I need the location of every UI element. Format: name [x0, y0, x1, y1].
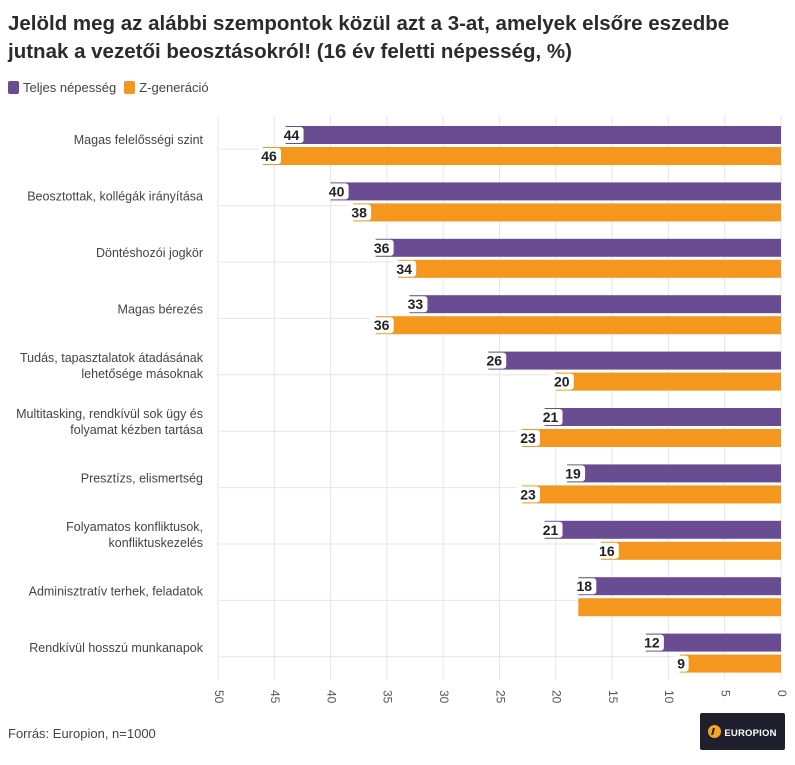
europion-logo-icon: [708, 725, 722, 738]
legend-swatch-zgen: [124, 81, 136, 94]
data-label-zgen: 38: [351, 204, 367, 220]
data-label-teljes: 40: [329, 183, 345, 199]
bar-teljes: [645, 633, 781, 652]
bar-zgen: [375, 316, 781, 335]
x-tick-label: 20: [550, 690, 564, 704]
data-label-zgen: 34: [396, 261, 412, 277]
data-label-teljes: 21: [543, 409, 559, 425]
data-label-zgen: 23: [520, 486, 536, 502]
category-label: Presztízs, elismertség: [81, 472, 203, 486]
data-label-bg: [403, 296, 428, 313]
chart-title: Jelöld meg az alábbi szempontok közül az…: [8, 12, 730, 63]
bar-zgen: [522, 485, 781, 504]
data-label-bg: [257, 148, 282, 164]
category-label: Tudás, tapasztalatok átadásának: [20, 351, 204, 365]
data-label-bg: [639, 634, 664, 651]
data-label-bg: [392, 260, 417, 277]
bar-teljes: [409, 295, 781, 314]
data-label-zgen: 16: [599, 543, 615, 559]
data-label-bg: [369, 317, 394, 334]
legend: Teljes népesség Z-generáció: [8, 80, 217, 95]
data-label-bg: [482, 352, 507, 369]
category-label: Adminisztratív terhek, feladatok: [29, 584, 204, 598]
data-label-bg: [279, 127, 304, 143]
x-tick-label: 35: [381, 690, 395, 704]
data-label-zgen: 23: [520, 430, 536, 446]
data-label-teljes: 36: [374, 240, 390, 256]
x-tick-label: 45: [268, 690, 282, 704]
bar-teljes: [285, 126, 781, 144]
category-label: Rendkívül hosszú munkanapok: [29, 641, 203, 655]
data-label-bg: [538, 521, 563, 538]
data-label-bg: [369, 239, 394, 256]
data-label-bg: [572, 578, 597, 595]
bar-teljes: [375, 238, 781, 257]
data-label-bg: [549, 373, 574, 390]
data-label-bg: [324, 183, 349, 200]
data-label-teljes: 12: [644, 635, 660, 651]
bar-zgen: [679, 654, 781, 673]
x-tick-label: 30: [437, 690, 451, 704]
x-tick-label: 10: [662, 690, 676, 704]
bar-zgen: [578, 598, 781, 617]
data-label-zgen: 36: [374, 317, 390, 333]
bar-zgen: [263, 147, 781, 165]
category-label: Magas felelősségi szint: [74, 133, 204, 147]
data-label-teljes: 18: [577, 578, 593, 594]
x-tick-label: 40: [324, 690, 338, 704]
bar-teljes: [567, 464, 781, 483]
legend-swatch-teljes: [8, 81, 19, 94]
legend-item-zgen[interactable]: Z-generáció: [124, 80, 209, 95]
x-tick-label: 15: [606, 690, 620, 704]
data-label-bg: [516, 486, 541, 503]
bar-zgen: [555, 372, 781, 391]
category-label: Magas bérezés: [118, 302, 203, 316]
x-tick-label: 25: [493, 690, 507, 704]
data-label-teljes: 26: [486, 353, 502, 369]
bar-teljes: [544, 520, 781, 539]
data-label-bg: [347, 204, 372, 221]
category-label: folyamat kézben tartása: [70, 423, 203, 437]
category-label: lehetősége másoknak: [81, 367, 203, 381]
data-label-zgen: 46: [261, 148, 277, 164]
source-note: Forrás: Europion, n=1000: [8, 726, 156, 741]
category-label: Multitasking, rendkívül sok ügy és: [16, 407, 203, 421]
bar-teljes: [578, 577, 781, 596]
category-label: konfliktuskezelés: [109, 536, 204, 550]
europion-logo[interactable]: EUROPION: [700, 713, 785, 750]
bar-teljes: [544, 408, 781, 426]
data-label-bg: [538, 409, 563, 425]
bar-teljes: [330, 182, 781, 201]
bar-zgen: [522, 429, 781, 447]
data-label-teljes: 33: [408, 296, 424, 312]
legend-label-teljes: Teljes népesség: [23, 80, 117, 95]
bar-zgen: [600, 541, 781, 560]
bar-zgen: [353, 203, 781, 222]
logo-text: EUROPION: [724, 727, 777, 739]
data-label-zgen: 9: [677, 656, 685, 672]
data-label-bg: [516, 430, 541, 446]
data-label-zgen: 20: [554, 374, 570, 390]
legend-item-teljes[interactable]: Teljes népesség: [8, 80, 116, 95]
data-label-bg: [594, 542, 619, 559]
x-tick-label: 50: [212, 690, 226, 704]
category-label: Döntéshozói jogkör: [96, 246, 203, 260]
bar-zgen: [398, 259, 781, 278]
category-label: Folyamatos konfliktusok,: [66, 520, 203, 534]
x-tick-label: 5: [719, 690, 733, 697]
legend-label-zgen: Z-generáció: [139, 80, 209, 95]
bar-teljes: [488, 351, 781, 370]
x-tick-label: 0: [775, 690, 789, 697]
data-label-teljes: 19: [565, 465, 581, 481]
data-label-teljes: 21: [543, 522, 559, 538]
data-label-bg: [673, 655, 689, 672]
data-label-teljes: 44: [284, 127, 300, 143]
data-label-bg: [561, 465, 586, 482]
logo-text-wrap: EUROPION: [724, 723, 776, 741]
category-label: Beosztottak, kollégák irányítása: [27, 190, 203, 204]
